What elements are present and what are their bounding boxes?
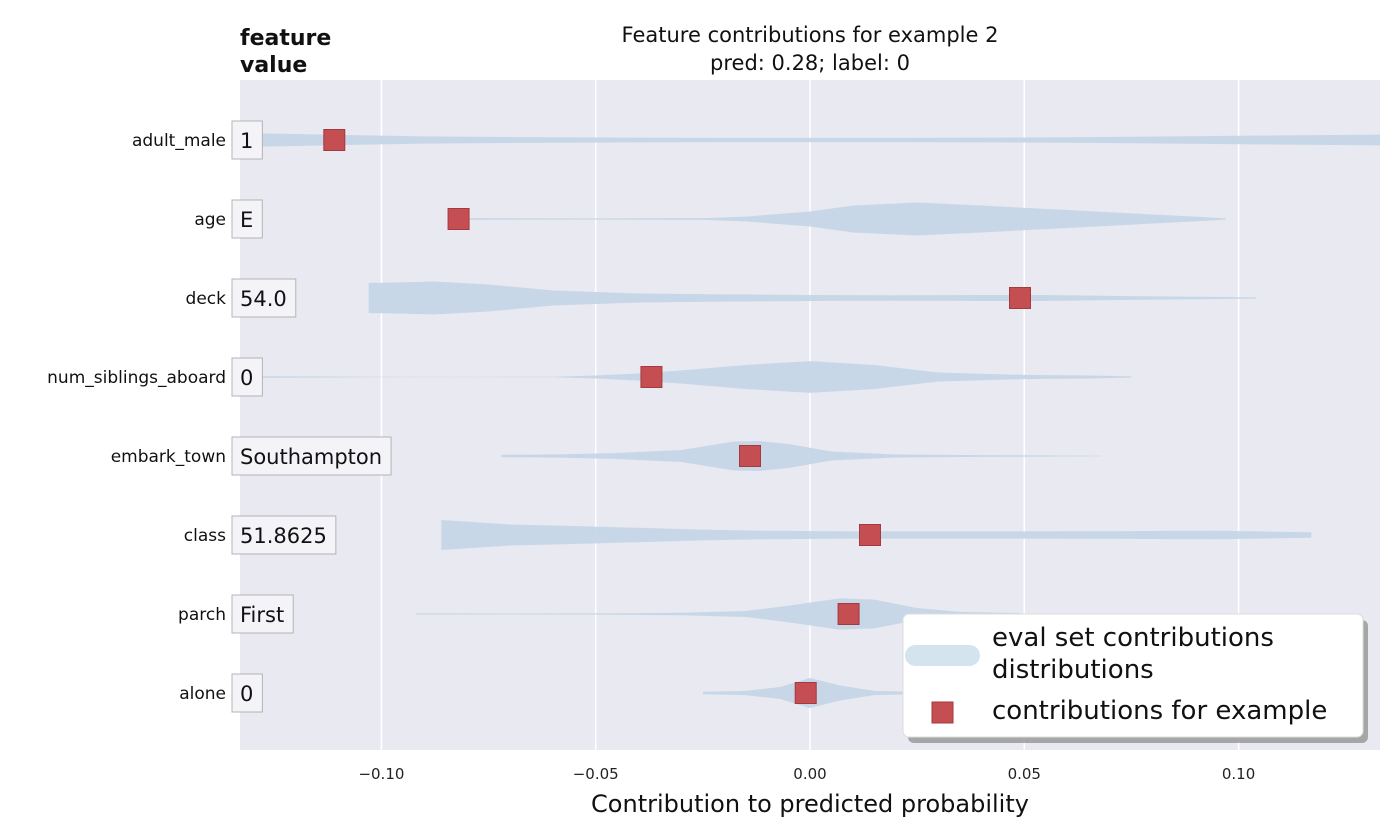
feature-name-num_siblings_aboard: num_siblings_aboard — [47, 368, 226, 388]
feature-value-deck: 54.0 — [240, 287, 287, 311]
marker-deck — [1009, 287, 1031, 309]
feature-name-adult_male: adult_male — [132, 131, 226, 151]
feature-value-embark_town: Southampton — [240, 445, 382, 469]
feature-value-class: 51.8625 — [240, 524, 327, 548]
grid-lines — [380, 80, 1240, 750]
x-axis-ticks: −0.10 −0.05 0.00 0.05 0.10 — [358, 765, 1255, 783]
header-feature: feature — [240, 26, 331, 51]
marker-age — [447, 208, 470, 230]
x-tick-label: 0.10 — [1222, 765, 1255, 783]
violins — [231, 132, 1380, 708]
chart-title: Feature contributions for example 2 — [622, 23, 999, 47]
legend-distribution-label-line2: distributions — [992, 655, 1154, 685]
feature-value-alone: 0 — [240, 682, 253, 706]
legend: eval set contributions distributions con… — [902, 613, 1368, 743]
feature-value-box — [231, 673, 263, 713]
marker-num_siblings_aboard — [640, 366, 663, 388]
feature-name-age: age — [194, 210, 226, 230]
feature-value-box — [231, 120, 263, 160]
feature-value-box — [231, 199, 263, 239]
legend-example-label: contributions for example — [992, 696, 1327, 726]
legend-example-swatch — [931, 701, 954, 724]
feature-value-box — [231, 594, 294, 634]
violin-embark_town — [501, 441, 1102, 471]
feature-value-parch: First — [240, 603, 284, 627]
feature-value-box — [231, 278, 297, 318]
feature-name-parch: parch — [178, 605, 226, 625]
legend-distribution-label-line1: eval set contributions — [992, 623, 1274, 653]
marker-alone — [794, 682, 817, 704]
chart-subtitle: pred: 0.28; label: 0 — [710, 51, 910, 75]
marker-class — [859, 524, 881, 546]
feature-value-box — [231, 515, 337, 555]
feature-name-alone: alone — [179, 684, 226, 704]
violin-num_siblings_aboard — [244, 361, 1132, 393]
legend-box — [902, 613, 1364, 738]
feature-name-deck: deck — [186, 289, 227, 309]
feature-name-class: class — [184, 526, 226, 546]
feature-value-box — [231, 357, 263, 397]
marker-adult_male — [323, 129, 346, 151]
x-tick-label: −0.05 — [573, 765, 619, 783]
violin-adult_male — [231, 132, 1380, 148]
feature-name-embark_town: embark_town — [111, 447, 226, 467]
violin-age — [458, 202, 1226, 236]
example-markers — [323, 129, 1031, 704]
feature-value-age: E — [240, 208, 253, 232]
marker-parch — [837, 603, 860, 625]
violin-deck — [368, 281, 1256, 315]
violin-parch — [415, 598, 1020, 630]
feature-value-box — [231, 436, 392, 476]
marker-embark_town — [739, 445, 761, 467]
x-tick-label: 0.05 — [1008, 765, 1041, 783]
x-tick-label: −0.10 — [358, 765, 404, 783]
x-axis-label: Contribution to predicted probability — [591, 790, 1029, 818]
feature-value-num_siblings_aboard: 0 — [240, 366, 253, 390]
header-value: value — [240, 53, 307, 78]
legend-distribution-swatch — [905, 645, 980, 666]
feature-value-adult_male: 1 — [240, 129, 253, 153]
x-tick-label: 0.00 — [793, 765, 826, 783]
